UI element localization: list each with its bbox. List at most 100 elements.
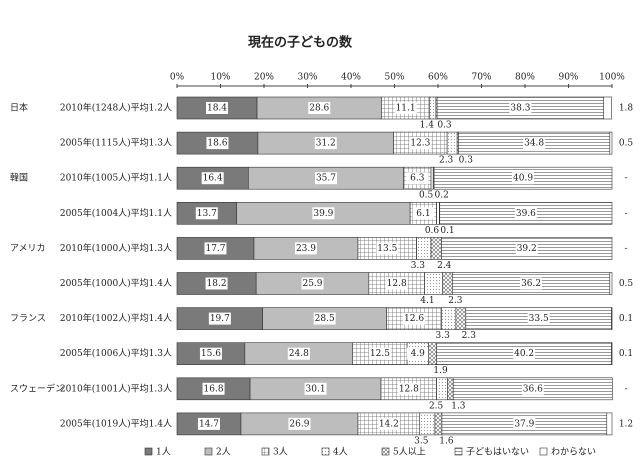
legend-label: 子どもはいない <box>466 447 529 458</box>
value-label: 12.3 <box>410 139 430 149</box>
legend-label: 5人以上 <box>393 447 426 458</box>
value-label: 38.3 <box>510 104 530 114</box>
country-label: 韓国 <box>10 173 28 184</box>
x-tick-label: 70% <box>471 73 491 83</box>
label-box <box>301 277 324 290</box>
bar-segment <box>430 166 434 190</box>
label-box <box>406 347 429 360</box>
y-tick-label: 2005年(1006人)平均1.3人 <box>60 347 172 359</box>
value-label: 12.5 <box>370 349 390 359</box>
country-label: 日本 <box>10 102 28 114</box>
x-tick-label: 100% <box>599 73 625 83</box>
label-box <box>527 312 550 325</box>
x-tick-label: 0% <box>170 73 185 83</box>
bar-segment <box>446 131 458 155</box>
legend-swatch <box>321 447 330 456</box>
label-box <box>412 207 435 220</box>
value-label: 0.3 <box>459 156 474 166</box>
value-label: 40.2 <box>514 349 534 359</box>
value-label: 31.2 <box>316 139 336 149</box>
label-box <box>515 242 538 255</box>
legend-label: 1人 <box>156 447 171 458</box>
value-label: 3.3 <box>435 331 450 341</box>
label-box <box>197 417 220 430</box>
value-label: 6.3 <box>410 174 425 184</box>
bar-segment <box>428 342 437 366</box>
label-box <box>195 207 218 220</box>
value-label: 18.6 <box>207 139 227 149</box>
bar-segment <box>436 202 440 225</box>
bar-segment <box>611 342 613 366</box>
legend-swatch <box>539 447 548 456</box>
value-label: 30.1 <box>306 384 326 394</box>
value-label: 1.3 <box>451 401 466 411</box>
value-label: 0.5 <box>619 279 634 289</box>
value-label: 0.5 <box>619 139 634 149</box>
legend-swatch <box>381 447 390 456</box>
label-box <box>208 312 231 325</box>
label-box <box>523 137 546 150</box>
x-tick-label: 10% <box>210 73 230 83</box>
label-box <box>304 382 327 395</box>
label-box <box>513 347 536 360</box>
label-box <box>377 417 400 430</box>
label-box <box>206 137 229 150</box>
value-label: 24.8 <box>289 349 309 359</box>
label-box <box>205 277 228 290</box>
country-label: フランス <box>10 313 46 324</box>
value-label: 35.7 <box>316 174 336 184</box>
bar-segment <box>603 96 612 120</box>
legend-swatch <box>261 447 270 456</box>
label-box <box>409 137 432 150</box>
value-label: 0.1 <box>440 226 454 236</box>
value-label: 40.9 <box>513 174 533 184</box>
value-label: 13.7 <box>197 209 217 219</box>
value-label: 3.3 <box>411 261 426 271</box>
label-box <box>394 102 417 114</box>
value-label: 14.7 <box>199 419 219 429</box>
legend-swatch <box>204 447 213 456</box>
value-label: 17.7 <box>205 244 225 254</box>
value-label: - <box>624 209 627 219</box>
value-label: 0.3 <box>437 121 452 131</box>
value-label: 19.7 <box>210 314 230 324</box>
bar-segment <box>455 307 467 330</box>
x-tick-label: 40% <box>341 73 361 83</box>
label-box <box>201 172 224 185</box>
value-label: 39.2 <box>517 244 537 254</box>
value-label: 13.5 <box>377 244 397 254</box>
value-label: 2.3 <box>448 296 463 306</box>
y-tick-label: 2010年(1000人)平均1.3人 <box>60 242 172 254</box>
bar-segment <box>430 237 442 260</box>
country-label: スウェーデン <box>10 382 64 394</box>
value-label: 12.8 <box>387 279 407 289</box>
bar-segment <box>442 272 453 295</box>
value-label: 3.5 <box>414 436 429 446</box>
y-tick-label: 2010年(1005人)平均1.1人 <box>60 172 172 184</box>
value-label: 0.6 <box>425 226 440 236</box>
country-label: アメリカ <box>10 243 46 254</box>
y-tick-label: 2005年(1115人)平均1.3人 <box>60 137 172 149</box>
value-label: 0.5 <box>419 191 434 201</box>
label-box <box>403 312 426 325</box>
y-tick-label: 2010年(1002人)平均1.4人 <box>60 312 172 324</box>
label-box <box>206 102 229 114</box>
label-box <box>376 242 399 255</box>
value-label: 33.5 <box>529 314 549 324</box>
value-label: 37.9 <box>514 419 534 429</box>
label-box <box>314 137 337 150</box>
legend-label: 3人 <box>273 447 288 458</box>
legend-swatch <box>454 447 463 456</box>
value-label: 12.6 <box>404 314 424 324</box>
value-label: 2.4 <box>437 261 452 271</box>
x-tick-label: 90% <box>558 73 578 83</box>
label-box <box>287 347 310 360</box>
label-box <box>202 382 225 395</box>
bar-segment <box>441 307 457 330</box>
label-box <box>314 172 337 185</box>
label-box <box>294 242 317 255</box>
y-tick-label: 2005年(1000人)平均1.4人 <box>60 277 172 289</box>
legend-swatch <box>144 447 153 456</box>
label-box <box>397 382 420 395</box>
value-label: 18.2 <box>207 279 227 289</box>
